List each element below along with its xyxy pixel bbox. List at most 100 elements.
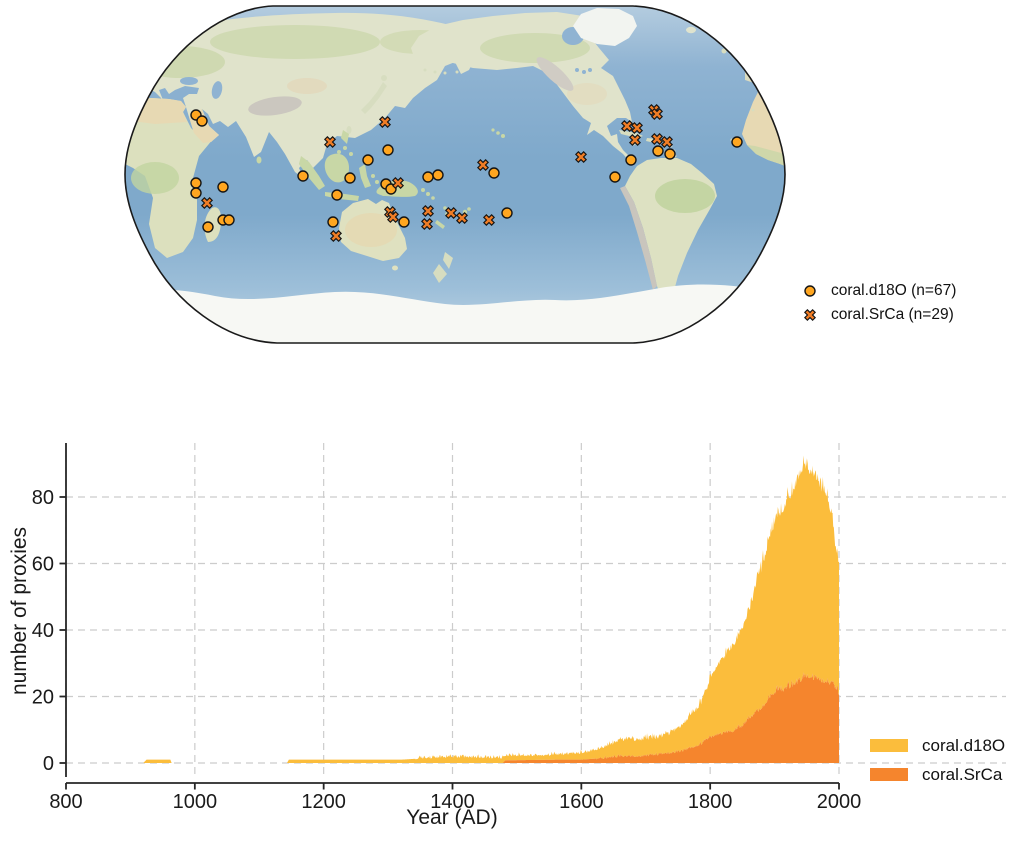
site-marker-srca — [660, 135, 674, 149]
chart-legend-item-d18o: coral.d18O — [856, 731, 1005, 760]
site-marker-d18o — [297, 170, 309, 182]
solomons — [431, 196, 435, 200]
philippines — [341, 130, 349, 144]
site-marker-d18o — [501, 207, 513, 219]
site-marker-d18o — [196, 115, 208, 127]
map-legend: coral.d18O (n=67) coral.SrCa (n=29) — [799, 279, 956, 327]
site-marker-srca — [200, 196, 214, 210]
y-tick-label: 0 — [43, 753, 54, 775]
site-marker-srca — [329, 229, 343, 243]
andes — [620, 186, 657, 290]
site-marker-d18o — [652, 145, 664, 157]
site-marker-d18o — [731, 136, 743, 148]
gobi-desert — [287, 78, 327, 94]
new-caledonia — [435, 220, 445, 229]
x-axis-title: Year (AD) — [406, 806, 498, 829]
y-axis-title: number of proxies — [8, 526, 31, 696]
sulawesi — [359, 164, 371, 188]
site-marker-srca — [650, 107, 664, 121]
japan — [361, 82, 387, 114]
britain — [729, 40, 739, 54]
x-tick-label: 2000 — [817, 791, 862, 813]
ireland — [721, 48, 727, 54]
site-marker-srca — [476, 158, 490, 172]
borneo — [324, 153, 349, 183]
site-marker-srca — [420, 217, 434, 231]
site-marker-srca — [391, 176, 405, 190]
site-marker-srca — [650, 132, 664, 146]
great-lakes — [575, 68, 579, 72]
map-markers-srca — [200, 103, 674, 243]
congo-green — [131, 162, 179, 194]
site-marker-d18o — [327, 216, 339, 228]
site-marker-srca — [628, 133, 642, 147]
site-marker-srca — [455, 211, 469, 225]
chart-legend-item-srca: coral.SrCa — [856, 760, 1005, 789]
philippine-island — [349, 152, 353, 156]
fiji — [467, 207, 471, 211]
x-tick-label: 1200 — [301, 791, 346, 813]
tibet-mountains — [248, 96, 302, 116]
site-marker-d18o — [190, 187, 202, 199]
rockies — [536, 57, 574, 91]
site-marker-d18o — [362, 154, 374, 166]
us-plains — [567, 83, 607, 105]
map-legend-label-d18o: coral.d18O (n=67) — [831, 282, 957, 299]
y-tick-label: 40 — [32, 620, 54, 642]
site-marker-srca — [444, 206, 458, 220]
map-legend-item-d18o: coral.d18O (n=67) — [799, 279, 956, 303]
x-tick-label: 1000 — [173, 791, 218, 813]
sumatra — [299, 156, 325, 190]
baltic-sea — [155, 46, 169, 56]
hawaii — [501, 134, 505, 138]
europe-green — [135, 46, 225, 78]
site-marker-d18o — [625, 154, 637, 166]
outback-desert — [345, 213, 397, 247]
site-marker-d18o — [664, 148, 676, 160]
amazon-green — [655, 179, 715, 213]
x-tick-label: 800 — [49, 791, 82, 813]
siberia-green — [210, 25, 380, 59]
solomons — [421, 188, 425, 192]
site-marker-d18o — [331, 189, 343, 201]
site-marker-d18o — [223, 214, 235, 226]
x-tick-label: 1800 — [688, 791, 733, 813]
moluccas — [371, 174, 375, 178]
site-marker-d18o — [190, 177, 202, 189]
site-marker-srca — [421, 204, 435, 218]
area-coral-srca — [66, 672, 839, 763]
caspian-sea — [211, 81, 223, 99]
sahara-left — [125, 98, 187, 124]
map-legend-item-srca: coral.SrCa (n=29) — [799, 303, 956, 327]
site-marker-srca — [630, 121, 644, 135]
x-tick-label: 1400 — [430, 791, 475, 813]
great-lakes — [588, 68, 592, 72]
sri-lanka — [256, 156, 262, 164]
taiwan — [346, 126, 352, 134]
site-marker-d18o — [344, 172, 356, 184]
x-marker-icon — [803, 308, 817, 322]
timeseries-chart: 0 20 40 60 80 800 1000 1200 1400 1600 1800 2000 — [32, 443, 1006, 813]
map-outline — [124, 5, 786, 344]
tasmania — [392, 265, 398, 271]
chart-legend-label-srca: coral.SrCa — [922, 764, 1003, 784]
new-zealand-north — [443, 252, 453, 269]
aleutians — [423, 68, 427, 72]
site-marker-srca — [323, 135, 337, 149]
chart-legend: coral.d18O coral.SrCa — [856, 731, 1005, 789]
site-marker-srca — [386, 210, 400, 224]
antarctica — [125, 284, 785, 343]
d18o-swatch — [870, 739, 908, 752]
solomons — [426, 192, 430, 196]
chart-legend-label-d18o: coral.d18O — [922, 735, 1006, 755]
aleutians — [443, 71, 447, 75]
site-marker-d18o — [202, 221, 214, 233]
great-lakes — [582, 70, 586, 74]
canary-islands — [751, 108, 755, 112]
hawaii — [496, 131, 500, 135]
site-marker-d18o — [609, 171, 621, 183]
site-marker-d18o — [432, 169, 444, 181]
aleutians — [433, 70, 437, 74]
philippine-island — [343, 146, 347, 150]
